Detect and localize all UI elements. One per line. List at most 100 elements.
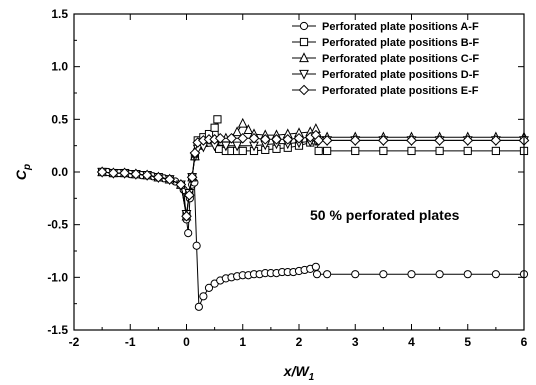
data-point bbox=[434, 135, 445, 146]
legend-item: Perforated plate positions C-F bbox=[292, 52, 479, 65]
x-tick-label: 5 bbox=[464, 335, 471, 349]
data-point bbox=[311, 262, 320, 271]
y-tick-label: 0.0 bbox=[51, 165, 68, 179]
data-point bbox=[491, 270, 500, 279]
data-point bbox=[130, 168, 142, 180]
data-point bbox=[313, 135, 324, 146]
x-tick-label: 0 bbox=[183, 335, 190, 349]
data-point bbox=[323, 270, 332, 279]
legend-item: Perforated plate positions D-F bbox=[292, 69, 479, 81]
data-point bbox=[407, 270, 416, 279]
y-tick-label: -0.5 bbox=[47, 218, 68, 232]
data-point bbox=[186, 171, 198, 183]
y-axis-label-sub: p bbox=[22, 164, 33, 171]
x-axis-label-main: x/W bbox=[283, 363, 311, 379]
y-tick-label: 0.5 bbox=[51, 112, 68, 126]
legend-label: Perforated plate positions A-F bbox=[322, 21, 479, 33]
data-point bbox=[349, 135, 361, 146]
x-tick-label: 4 bbox=[408, 335, 415, 349]
axis-ticks: -2 -1 0 1 2 3 4 5 6 1.5 1.0 0.5 0.0 -0.5 -1.0 -1.5 bbox=[47, 7, 527, 349]
data-point bbox=[463, 270, 472, 279]
legend-item: Perforated plate positions B-F bbox=[292, 37, 479, 49]
legend-marker bbox=[299, 21, 309, 31]
data-point bbox=[192, 241, 201, 250]
series-diamond bbox=[96, 129, 530, 222]
data-point bbox=[323, 146, 332, 156]
series-circle bbox=[98, 167, 529, 311]
data-point bbox=[490, 135, 502, 146]
data-point bbox=[248, 132, 260, 144]
data-point bbox=[96, 166, 108, 178]
data-point bbox=[435, 270, 444, 279]
y-tick-label: 1.5 bbox=[51, 7, 68, 21]
x-tick-label: 1 bbox=[239, 335, 246, 349]
data-point bbox=[238, 146, 247, 156]
data-point bbox=[462, 135, 474, 146]
data-point bbox=[220, 141, 231, 152]
data-point bbox=[184, 189, 195, 201]
y-axis-label: Cp bbox=[13, 164, 33, 180]
data-point bbox=[189, 147, 201, 159]
data-point bbox=[237, 117, 248, 128]
data-point bbox=[237, 132, 249, 144]
data-point bbox=[213, 115, 222, 124]
data-point bbox=[175, 179, 187, 190]
legend-item: Perforated plate positions A-F bbox=[292, 21, 479, 33]
data-point bbox=[232, 126, 243, 137]
legend-marker bbox=[299, 52, 309, 63]
data-point bbox=[379, 270, 388, 279]
data-point bbox=[378, 135, 389, 146]
legend-label: Perforated plate positions C-F bbox=[322, 53, 479, 65]
legend-marker bbox=[299, 69, 309, 80]
data-point bbox=[119, 167, 130, 179]
y-axis-label-main: C bbox=[13, 169, 29, 180]
data-point bbox=[164, 174, 175, 185]
legend-label: Perforated plate positions B-F bbox=[322, 37, 479, 49]
legend-label: Perforated plate positions D-F bbox=[322, 69, 479, 81]
data-point bbox=[379, 146, 388, 156]
data-point bbox=[153, 171, 164, 183]
data-point bbox=[407, 146, 416, 156]
data-point bbox=[259, 134, 271, 145]
data-point bbox=[312, 270, 322, 279]
legend-label: Perforated plate positions E-F bbox=[322, 85, 479, 97]
x-axis-label-sub: 1 bbox=[309, 372, 315, 383]
data-point bbox=[204, 283, 214, 292]
legend-marker bbox=[299, 37, 309, 47]
data-point bbox=[406, 135, 417, 146]
data-point bbox=[194, 302, 203, 311]
x-tick-label: 2 bbox=[296, 335, 303, 349]
data-point bbox=[214, 132, 226, 144]
y-tick-label: -1.0 bbox=[47, 270, 68, 284]
data-point bbox=[314, 146, 323, 156]
data-point bbox=[463, 146, 472, 156]
data-point bbox=[271, 134, 282, 145]
data-point bbox=[282, 134, 294, 145]
series-line bbox=[102, 171, 524, 307]
data-point bbox=[232, 141, 243, 152]
x-tick-label: -2 bbox=[69, 335, 80, 349]
data-point bbox=[210, 123, 219, 132]
data-point bbox=[141, 169, 153, 181]
data-point bbox=[108, 167, 119, 179]
y-tick-label: 1.0 bbox=[51, 60, 68, 74]
legend: Perforated plate positions A-F Perforated… bbox=[292, 21, 479, 97]
plot-area bbox=[96, 115, 530, 311]
data-point bbox=[491, 146, 500, 156]
data-point bbox=[351, 146, 360, 156]
chart-annotation: 50 % perforated plates bbox=[310, 207, 460, 223]
x-tick-label: 3 bbox=[352, 335, 359, 349]
legend-marker bbox=[298, 84, 310, 96]
data-point bbox=[321, 135, 333, 146]
data-point bbox=[199, 292, 208, 301]
data-point bbox=[184, 228, 193, 238]
y-tick-label: -1.5 bbox=[47, 323, 68, 337]
data-point bbox=[181, 210, 192, 222]
x-tick-label: 6 bbox=[521, 335, 528, 349]
x-axis-label: x/W1 bbox=[283, 363, 315, 383]
data-point bbox=[351, 270, 360, 279]
data-point bbox=[226, 132, 237, 144]
data-point bbox=[293, 132, 305, 144]
x-tick-label: -1 bbox=[125, 335, 136, 349]
